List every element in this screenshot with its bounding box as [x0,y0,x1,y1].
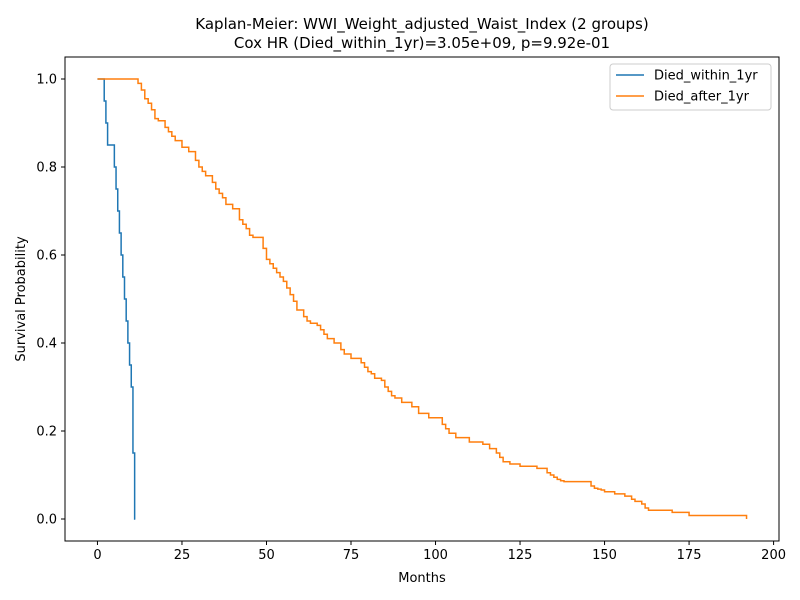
y-tick-label: 0.6 [36,249,57,264]
chart-subtitle: Cox HR (Died_within_1yr)=3.05e+09, p=9.9… [234,34,610,53]
legend: Died_within_1yr Died_after_1yr [609,63,772,111]
plot-frame [64,56,780,542]
legend-label: Died_after_1yr [654,90,750,105]
legend-label: Died_within_1yr [654,69,758,84]
x-tick-label: 75 [343,548,360,563]
x-tick-label: 100 [423,548,448,563]
x-tick-label: 50 [258,548,275,563]
y-tick-label: 1.0 [36,73,57,88]
km-curve-died-after-1yr [97,78,748,519]
x-tick-label: 200 [761,548,786,563]
x-tick-label: 125 [508,548,533,563]
legend-box [609,63,772,111]
axis-ticks: 0 25 50 75 100 125 150 175 200 0.0 0.2 0.4 0.6 0.8 1.0 [36,73,786,564]
km-curve-died-within-1yr [97,78,136,520]
x-tick-label: 25 [174,548,191,563]
y-axis-label: Survival Probability [14,236,29,362]
y-tick-label: 0.0 [36,513,57,528]
x-axis-label: Months [398,571,446,586]
y-tick-label: 0.4 [36,337,57,352]
chart-title: Kaplan-Meier: WWI_Weight_adjusted_Waist_… [195,15,648,34]
x-tick-label: 150 [592,548,617,563]
x-tick-label: 0 [93,548,101,563]
y-tick-label: 0.2 [36,425,57,440]
y-tick-label: 0.8 [36,161,57,176]
series-layer [97,78,748,520]
x-tick-label: 175 [677,548,702,563]
